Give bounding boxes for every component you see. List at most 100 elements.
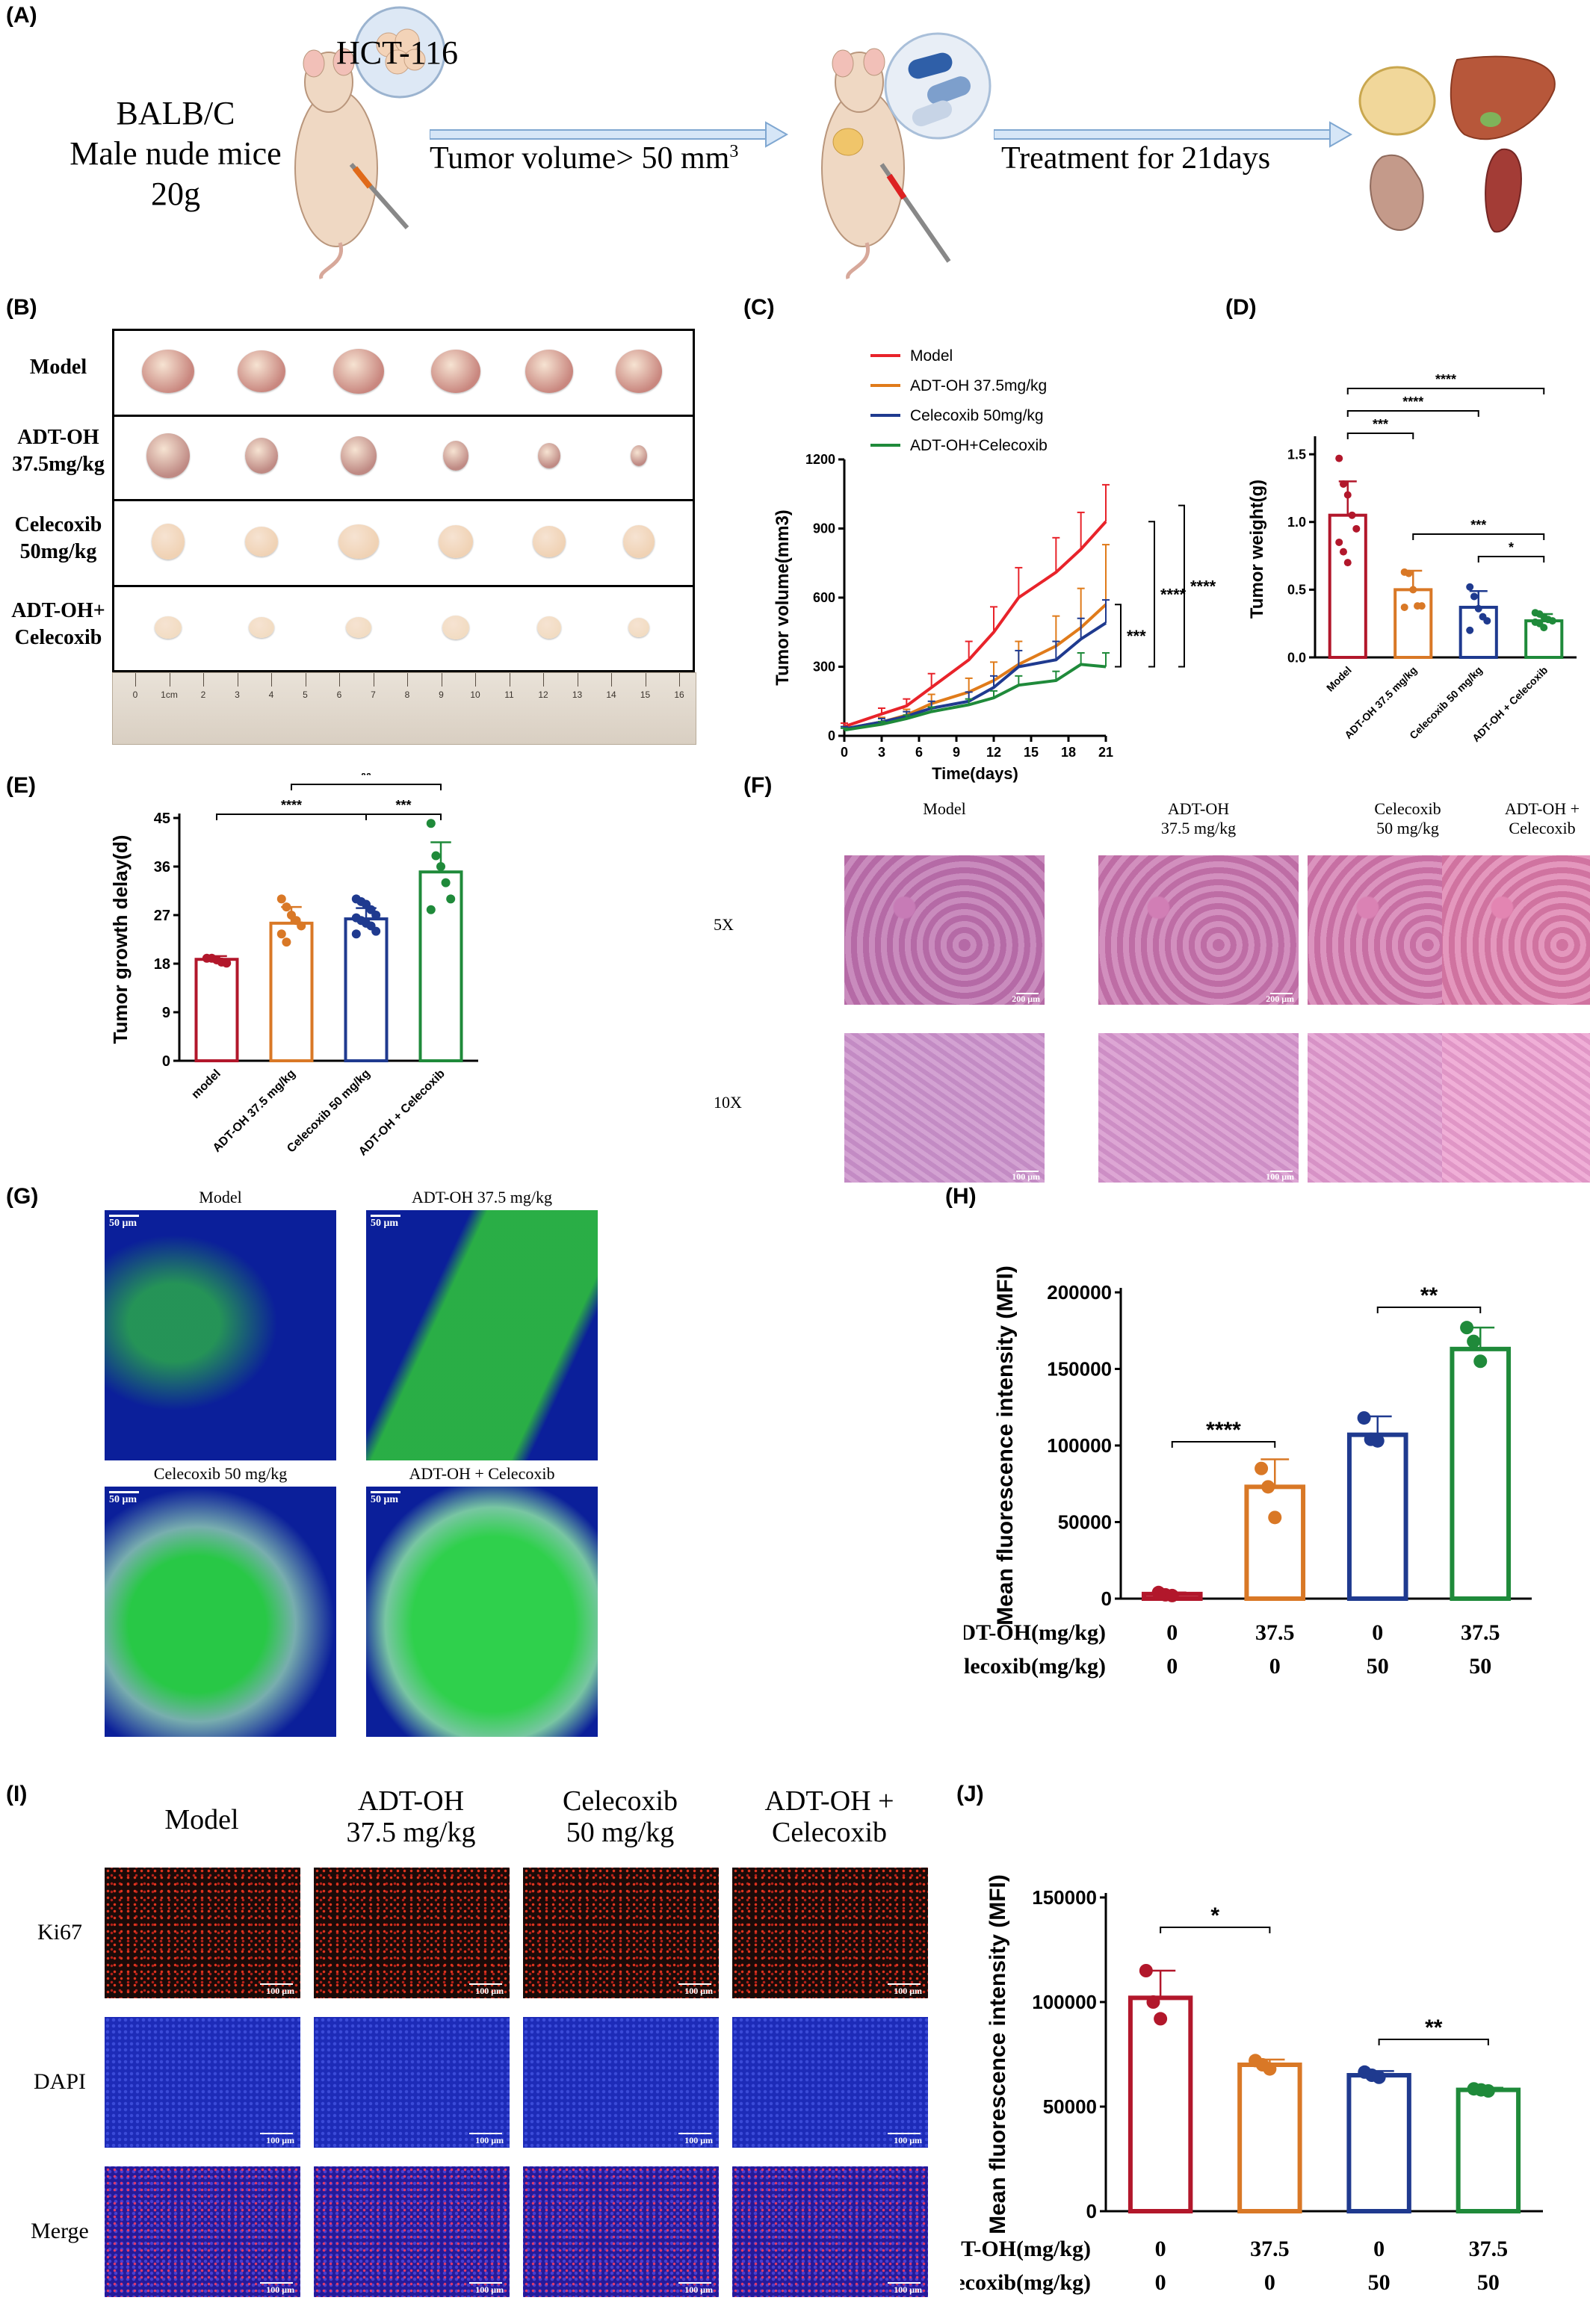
tumor-photo [142, 350, 194, 393]
ruler-tick-label: 7 [371, 690, 376, 700]
data-point [371, 926, 381, 936]
scale-bar-label: 100 μm [894, 2284, 922, 2295]
data-point [1255, 1461, 1269, 1475]
mouse-strain-line2: Male nude mice [69, 135, 282, 172]
row1-value: 37.5 [1250, 2237, 1290, 2261]
sig-label: *** [1470, 518, 1486, 533]
mouse-tumor-icon [821, 48, 951, 279]
if-panel-title: Celecoxib 50 mg/kg [153, 1464, 288, 1483]
panel-label-d: (D) [1225, 295, 1257, 320]
ruler-tick-label: 0 [132, 690, 138, 700]
scale-bar [469, 2282, 502, 2284]
tumor-photo [439, 525, 473, 558]
he-column-title: Celecoxib 50 mg/kg [1308, 799, 1508, 838]
ki67-micrograph: 100 μm [314, 2166, 510, 2297]
sig-bracket [1412, 533, 1545, 540]
panel-label-c: (C) [743, 295, 775, 320]
data-point [1467, 1334, 1481, 1348]
ruler-tick-label: 4 [268, 690, 274, 700]
scale-bar-label: 100 μm [266, 2135, 294, 2145]
data-point [1339, 548, 1347, 556]
panel-i: Model ADT-OH 37.5 mg/kg Celecoxib 50 mg/kg AD… [15, 1782, 934, 2320]
bar [1127, 1995, 1193, 2213]
y-tick-label: 600 [813, 590, 835, 605]
scale-bar [109, 1215, 139, 1217]
x-tick-label: 0 [841, 745, 848, 760]
row1-value: 0 [1166, 1620, 1178, 1645]
he-micrograph: 100 μm [1098, 1033, 1299, 1183]
ruler-tick-label: 8 [404, 690, 410, 700]
row2-value: 0 [1269, 1654, 1281, 1679]
ruler-tick [271, 673, 272, 687]
panel-label-j: (J) [956, 1782, 984, 1806]
scale-bar [678, 1983, 711, 1985]
he-micrograph: 100 μm [844, 1033, 1045, 1183]
tumor-photo [537, 616, 561, 639]
row1-label: ADT-OH(mg/kg) [964, 1620, 1106, 1645]
ki67-micrograph: 100 μm [732, 2166, 928, 2297]
data-point [1466, 583, 1474, 591]
row-label-celecoxib: Celecoxib 50mg/kg [6, 512, 111, 565]
y-tick-label: 200000 [1047, 1281, 1112, 1304]
data-point [371, 911, 381, 920]
scale-bar-label: 100 μm [1012, 1171, 1040, 1182]
data-point [1370, 1434, 1385, 1448]
scale-bar-label: 100 μm [1266, 1171, 1294, 1182]
he-micrograph: 200 μm [1442, 855, 1590, 1005]
data-point [1474, 604, 1482, 613]
tumor-photo [249, 617, 274, 638]
x-axis-label: Time(days) [932, 764, 1018, 783]
bar [194, 958, 239, 1062]
category-label: ADT-OH 37.5 mg/kg [1342, 664, 1419, 741]
ki67-row-label: Ki67 [37, 1920, 82, 1945]
data-point [1339, 480, 1347, 488]
step2-label: Treatment for 21days [1001, 141, 1271, 176]
data-point [1470, 592, 1478, 601]
panel-label-i: (I) [6, 1782, 28, 1806]
row1-label: ADT-OH(mg/kg) [960, 2237, 1091, 2261]
y-tick-label: 0 [1101, 1587, 1112, 1610]
data-point [1268, 1510, 1282, 1525]
sig-bracket [216, 814, 367, 820]
scale-bar-label: 100 μm [475, 1986, 504, 1996]
scale-bar [678, 2133, 711, 2134]
row-label-combo: ADT-OH+ Celecoxib [6, 598, 111, 651]
sig-label: ** [1420, 1283, 1438, 1308]
ruler-tick-label: 13 [572, 690, 583, 700]
row2-label: Celecoxib(mg/kg) [964, 1654, 1106, 1679]
legend-label: ADT-OH 37.5mg/kg [910, 377, 1047, 394]
data-point [1417, 602, 1426, 610]
ruler-tick-label: 14 [606, 690, 616, 700]
organs-icon [1358, 55, 1556, 233]
arrow-right-icon-2 [994, 121, 1352, 148]
scale-bar [678, 2282, 711, 2284]
row1-value: 0 [1372, 1620, 1383, 1645]
ki67-micrograph: 100 μm [732, 2017, 928, 2148]
sig-bracket [365, 814, 442, 820]
sig-label: *** [1373, 417, 1388, 432]
row-label-text: ADT-OH+ [11, 599, 105, 622]
ki67-micrograph: 100 μm [314, 2017, 510, 2148]
bar [1237, 2063, 1302, 2213]
category-label: ADT-OH 37.5 mg/kg [211, 1068, 298, 1155]
ki67-column-title-line: Celecoxib [771, 1817, 888, 1848]
sig-label: * [1509, 540, 1514, 555]
data-point [1263, 2062, 1277, 2076]
ruler-tick-label: 2 [200, 690, 206, 700]
scale-bar [888, 1983, 921, 1985]
ki67-micrograph: 100 μm [523, 2017, 719, 2148]
ki67-row-label: Merge [31, 2219, 89, 2243]
scale-bar-label: 50 μm [371, 1218, 399, 1229]
scale-bar-label: 100 μm [684, 2284, 713, 2295]
row1-value: 37.5 [1469, 2237, 1509, 2261]
ruler-tick [135, 673, 136, 687]
legend-label: ADT-OH+Celecoxib [910, 437, 1048, 454]
series-line [844, 603, 1107, 731]
tumor-photo [533, 526, 566, 557]
scale-bar [109, 1491, 139, 1493]
scale-bar-label: 200 μm [1266, 994, 1294, 1004]
cell-line-label: HCT-116 [336, 34, 458, 71]
data-point [426, 819, 436, 828]
